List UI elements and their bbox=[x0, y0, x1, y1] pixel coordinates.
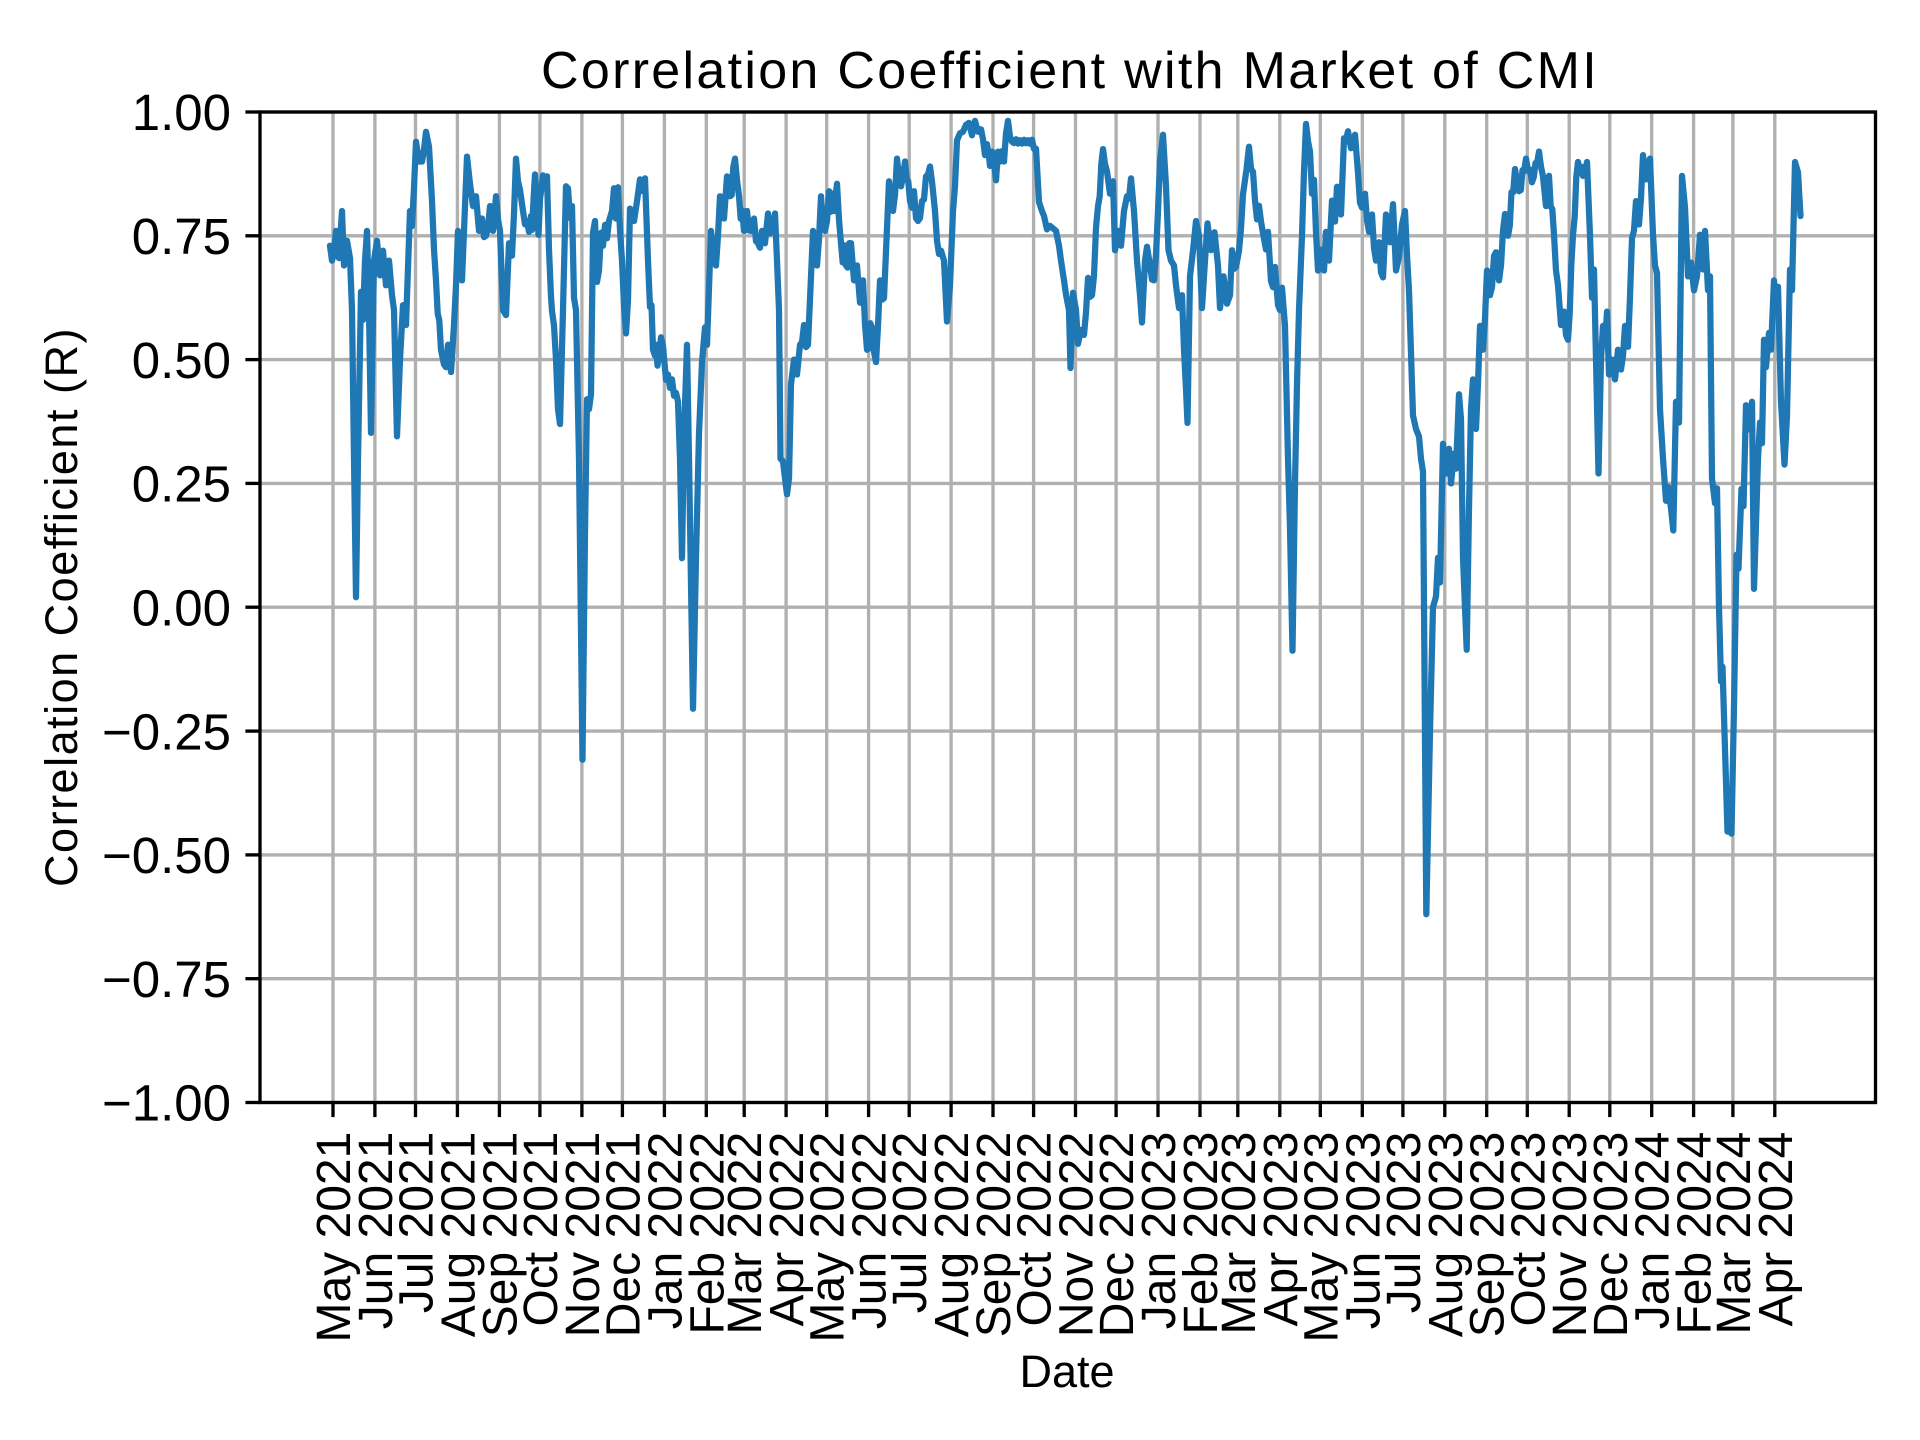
svg-text:−0.25: −0.25 bbox=[102, 703, 231, 760]
svg-text:May 2021: May 2021 bbox=[308, 1132, 361, 1343]
svg-text:May 2022: May 2022 bbox=[802, 1132, 855, 1343]
svg-text:Sep 2021: Sep 2021 bbox=[474, 1132, 527, 1338]
svg-text:Jan 2022: Jan 2022 bbox=[639, 1132, 692, 1330]
svg-text:Apr 2023: Apr 2023 bbox=[1255, 1132, 1308, 1327]
svg-text:Oct 2023: Oct 2023 bbox=[1502, 1132, 1555, 1327]
svg-text:0.75: 0.75 bbox=[132, 208, 231, 265]
svg-text:Jun 2021: Jun 2021 bbox=[350, 1132, 403, 1330]
svg-text:Apr 2022: Apr 2022 bbox=[761, 1132, 814, 1327]
svg-text:Sep 2023: Sep 2023 bbox=[1462, 1132, 1515, 1338]
svg-text:Correlation Coefficient with M: Correlation Coefficient with Market of C… bbox=[541, 42, 1599, 100]
svg-text:Jul 2023: Jul 2023 bbox=[1378, 1132, 1431, 1313]
svg-text:Correlation Coefficient (R): Correlation Coefficient (R) bbox=[36, 327, 87, 887]
svg-text:Aug 2021: Aug 2021 bbox=[432, 1132, 485, 1338]
svg-text:Apr 2024: Apr 2024 bbox=[1750, 1132, 1803, 1327]
svg-text:Jun 2022: Jun 2022 bbox=[844, 1132, 897, 1330]
svg-text:Jan 2023: Jan 2023 bbox=[1133, 1132, 1186, 1330]
svg-text:−1.00: −1.00 bbox=[102, 1075, 231, 1132]
svg-text:Nov 2022: Nov 2022 bbox=[1051, 1132, 1104, 1337]
svg-text:Mar 2023: Mar 2023 bbox=[1213, 1132, 1266, 1335]
svg-text:0.00: 0.00 bbox=[132, 580, 231, 637]
svg-text:Feb 2022: Feb 2022 bbox=[681, 1132, 734, 1335]
svg-text:1.00: 1.00 bbox=[132, 84, 231, 141]
svg-text:Sep 2022: Sep 2022 bbox=[968, 1132, 1021, 1338]
svg-text:0.25: 0.25 bbox=[132, 456, 231, 513]
svg-text:Aug 2023: Aug 2023 bbox=[1420, 1132, 1473, 1338]
svg-text:−0.75: −0.75 bbox=[102, 951, 231, 1008]
svg-text:Date: Date bbox=[1019, 1346, 1114, 1397]
svg-text:Dec 2022: Dec 2022 bbox=[1091, 1132, 1144, 1337]
svg-text:Oct 2021: Oct 2021 bbox=[515, 1132, 568, 1327]
svg-text:Mar 2022: Mar 2022 bbox=[719, 1132, 772, 1335]
svg-text:Jan 2024: Jan 2024 bbox=[1627, 1132, 1680, 1330]
svg-text:−0.50: −0.50 bbox=[102, 827, 231, 884]
svg-text:Feb 2023: Feb 2023 bbox=[1175, 1132, 1228, 1335]
svg-text:Dec 2021: Dec 2021 bbox=[597, 1132, 650, 1337]
svg-text:Jul 2021: Jul 2021 bbox=[391, 1132, 444, 1313]
svg-text:Dec 2023: Dec 2023 bbox=[1585, 1132, 1638, 1337]
svg-text:Aug 2022: Aug 2022 bbox=[926, 1132, 979, 1338]
svg-text:Feb 2024: Feb 2024 bbox=[1669, 1132, 1722, 1335]
svg-text:Nov 2023: Nov 2023 bbox=[1544, 1132, 1597, 1337]
svg-text:Jul 2022: Jul 2022 bbox=[884, 1132, 937, 1313]
svg-text:May 2023: May 2023 bbox=[1295, 1132, 1348, 1343]
svg-text:0.50: 0.50 bbox=[132, 332, 231, 389]
svg-text:Oct 2022: Oct 2022 bbox=[1009, 1132, 1062, 1327]
svg-text:Nov 2021: Nov 2021 bbox=[557, 1132, 610, 1337]
svg-text:Jun 2023: Jun 2023 bbox=[1337, 1132, 1390, 1330]
svg-text:Mar 2024: Mar 2024 bbox=[1708, 1132, 1761, 1335]
